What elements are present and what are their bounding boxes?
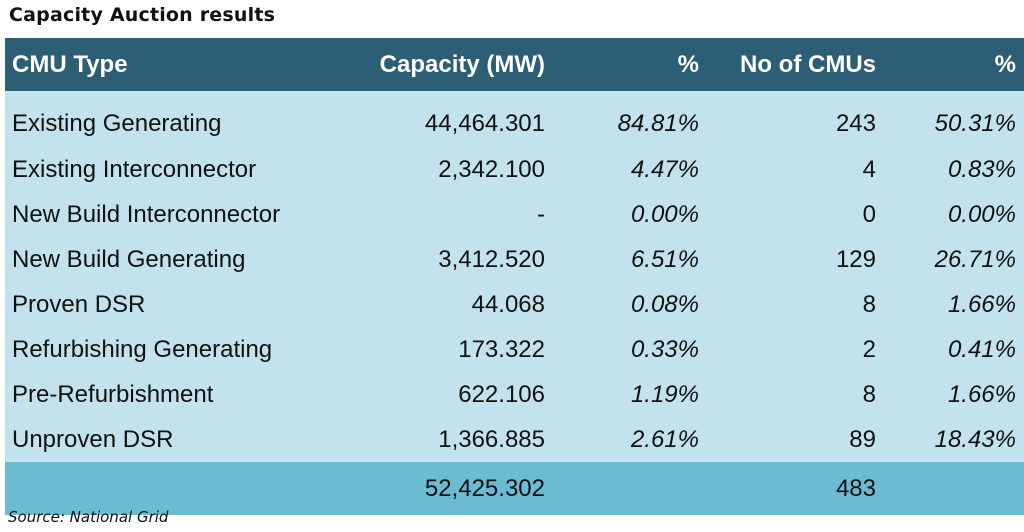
cell-no-of-cmus: 89 — [702, 417, 879, 462]
cell-capacity-percent: 0.33% — [550, 327, 702, 372]
cell-capacity: 2,342.100 — [320, 147, 550, 192]
cell-capacity-percent: 2.61% — [550, 417, 702, 462]
cell-capacity-percent: 0.08% — [550, 282, 702, 327]
total-capacity: 52,425.302 — [320, 462, 550, 515]
cell-no-of-cmus: 8 — [702, 282, 879, 327]
cell-capacity: - — [320, 192, 550, 237]
header-row: CMU Type Capacity (MW) % No of CMUs % — [5, 38, 1024, 91]
cell-capacity: 44.068 — [320, 282, 550, 327]
cell-capacity: 1,366.885 — [320, 417, 550, 462]
table-title: Capacity Auction results — [9, 4, 276, 26]
table-row: Refurbishing Generating 173.322 0.33% 2 … — [5, 327, 1024, 372]
cell-cmu-type: New Build Interconnector — [5, 192, 320, 237]
cell-cmus-percent: 0.41% — [879, 327, 1024, 372]
cell-no-of-cmus: 2 — [702, 327, 879, 372]
total-capacity-percent — [550, 462, 702, 515]
table-row: New Build Interconnector - 0.00% 0 0.00% — [5, 192, 1024, 237]
header-capacity: Capacity (MW) — [320, 38, 550, 91]
cell-cmu-type: Existing Generating — [5, 91, 320, 147]
table-row: Pre-Refurbishment 622.106 1.19% 8 1.66% — [5, 372, 1024, 417]
table-row: Existing Interconnector 2,342.100 4.47% … — [5, 147, 1024, 192]
table-row: Unproven DSR 1,366.885 2.61% 89 18.43% — [5, 417, 1024, 462]
cell-cmus-percent: 1.66% — [879, 372, 1024, 417]
total-no-of-cmus: 483 — [702, 462, 879, 515]
cell-cmu-type: Existing Interconnector — [5, 147, 320, 192]
cell-capacity-percent: 4.47% — [550, 147, 702, 192]
cell-cmus-percent: 18.43% — [879, 417, 1024, 462]
cell-capacity-percent: 6.51% — [550, 237, 702, 282]
cell-no-of-cmus: 0 — [702, 192, 879, 237]
cell-no-of-cmus: 4 — [702, 147, 879, 192]
cell-capacity-percent: 0.00% — [550, 192, 702, 237]
source-note: Source: National Grid — [8, 508, 169, 526]
cell-no-of-cmus: 129 — [702, 237, 879, 282]
cell-cmus-percent: 26.71% — [879, 237, 1024, 282]
cell-cmus-percent: 0.00% — [879, 192, 1024, 237]
header-no-of-cmus: No of CMUs — [702, 38, 879, 91]
cell-cmu-type: Proven DSR — [5, 282, 320, 327]
capacity-auction-table: CMU Type Capacity (MW) % No of CMUs % Ex… — [5, 38, 1024, 515]
cell-capacity: 44,464.301 — [320, 91, 550, 147]
cell-capacity: 173.322 — [320, 327, 550, 372]
cell-cmus-percent: 0.83% — [879, 147, 1024, 192]
total-cmus-percent — [879, 462, 1024, 515]
table-row: Existing Generating 44,464.301 84.81% 24… — [5, 91, 1024, 147]
cell-cmus-percent: 1.66% — [879, 282, 1024, 327]
cell-cmu-type: Refurbishing Generating — [5, 327, 320, 372]
cell-no-of-cmus: 243 — [702, 91, 879, 147]
cell-capacity-percent: 1.19% — [550, 372, 702, 417]
table-row: New Build Generating 3,412.520 6.51% 129… — [5, 237, 1024, 282]
cell-cmu-type: New Build Generating — [5, 237, 320, 282]
cell-no-of-cmus: 8 — [702, 372, 879, 417]
cell-capacity-percent: 84.81% — [550, 91, 702, 147]
cell-capacity: 3,412.520 — [320, 237, 550, 282]
header-cmu-type: CMU Type — [5, 38, 320, 91]
cell-capacity: 622.106 — [320, 372, 550, 417]
table-row: Proven DSR 44.068 0.08% 8 1.66% — [5, 282, 1024, 327]
cell-cmus-percent: 50.31% — [879, 91, 1024, 147]
cell-cmu-type: Pre-Refurbishment — [5, 372, 320, 417]
header-cmus-percent: % — [879, 38, 1024, 91]
total-row: 52,425.302 483 — [5, 462, 1024, 515]
total-cmu-type — [5, 462, 320, 515]
header-capacity-percent: % — [550, 38, 702, 91]
cell-cmu-type: Unproven DSR — [5, 417, 320, 462]
